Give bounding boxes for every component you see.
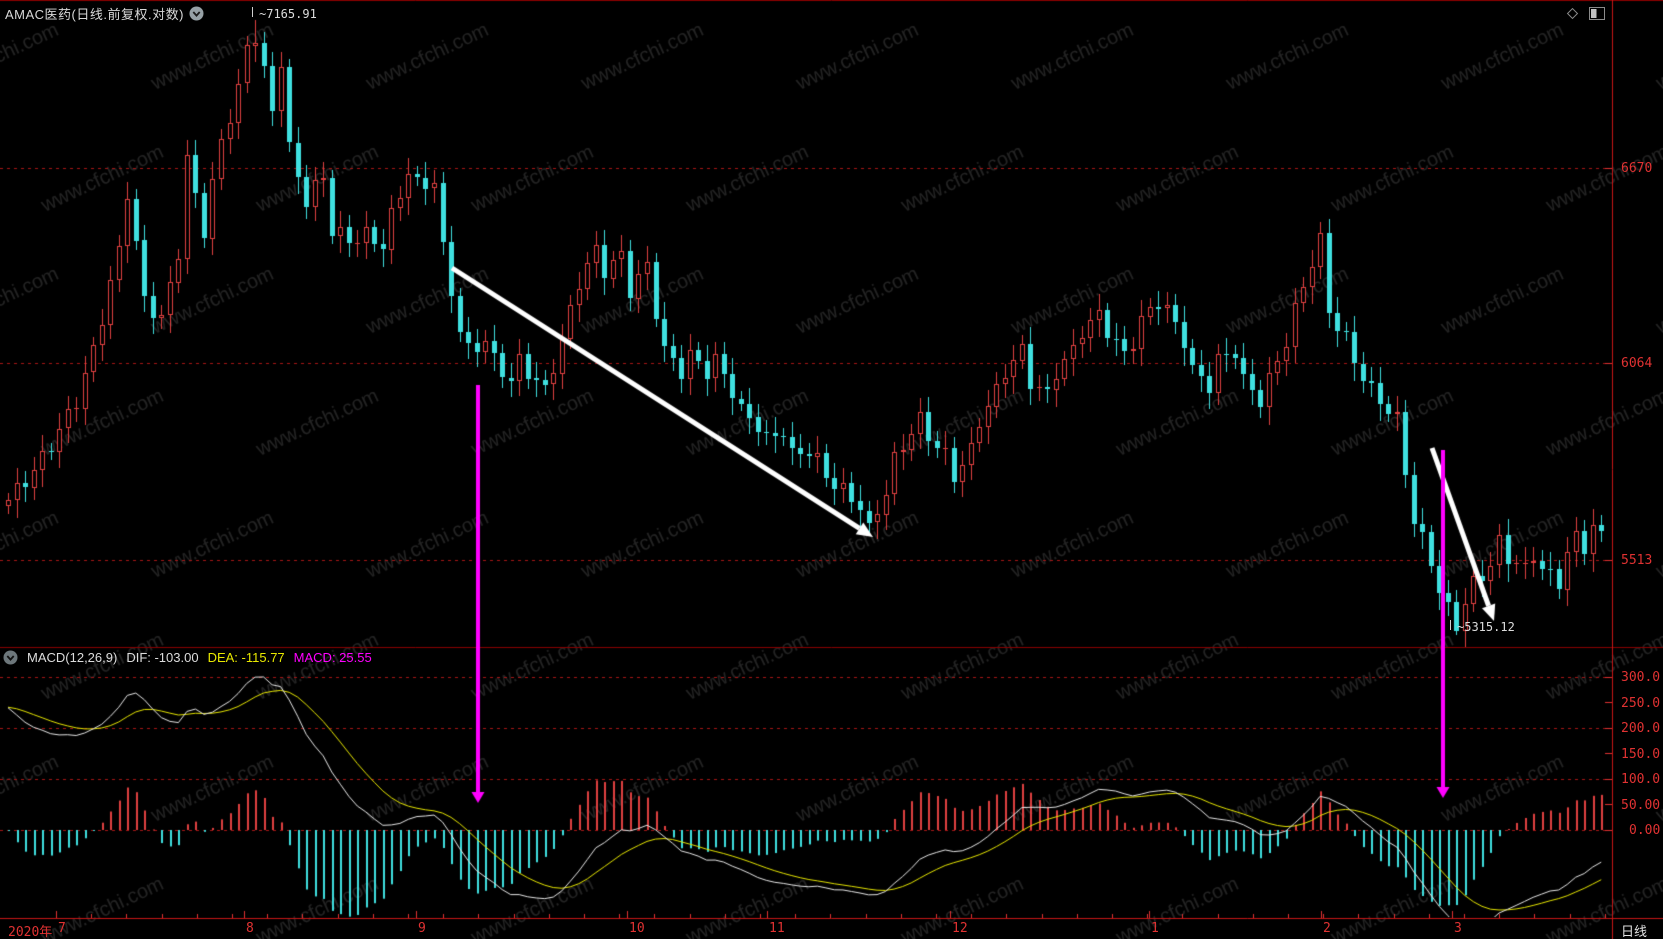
peak-price-annotation: ~7165.91 <box>252 7 317 21</box>
time-axis-label: 9 <box>418 921 426 936</box>
diamond-icon[interactable] <box>1565 6 1580 21</box>
time-axis-label: 1 <box>1151 921 1159 936</box>
time-axis-label: 10 <box>629 921 645 936</box>
time-axis-label: 2 <box>1323 921 1331 936</box>
time-axis-label: 7 <box>58 921 66 936</box>
price-axis-label: 6670 <box>1621 161 1653 176</box>
layout-icon[interactable] <box>1589 7 1605 20</box>
time-axis-label: 8 <box>246 921 254 936</box>
macd-dea-value: DEA: -115.77 <box>207 650 285 665</box>
window-controls <box>1565 6 1605 21</box>
macd-axis-label: 50.00 <box>1621 798 1661 813</box>
price-axis-label: 6064 <box>1621 356 1653 371</box>
macd-panel-header: MACD(12,26,9) DIF: -103.00 DEA: -115.77 … <box>3 650 372 665</box>
macd-dif-value: DIF: -103.00 <box>126 650 199 665</box>
macd-axis-label: 200.0 <box>1621 721 1661 736</box>
price-axis-label: 5513 <box>1621 553 1653 568</box>
time-axis-label: 3 <box>1454 921 1462 936</box>
low-price-annotation: ~5315.12 <box>1450 620 1515 634</box>
macd-axis-label: 150.0 <box>1621 747 1661 762</box>
macd-axis-label: 0.00 <box>1629 823 1661 838</box>
low-price-label: ~5315.12 <box>1457 620 1515 634</box>
macd-params-label: MACD(12,26,9) <box>27 650 118 665</box>
period-label[interactable]: 日线 <box>1621 924 1648 939</box>
annotation-marker <box>1450 620 1456 630</box>
macd-axis-label: 250.0 <box>1621 696 1661 711</box>
time-axis-label: 12 <box>952 921 968 936</box>
macd-macd-value: MACD: 25.55 <box>293 650 372 665</box>
title-bar: AMAC医药(日线.前复权.对数) <box>5 4 204 23</box>
chevron-down-icon[interactable] <box>189 6 204 21</box>
annotation-marker <box>252 7 258 17</box>
time-axis-label: 2020年 <box>8 925 53 939</box>
time-axis-label: 11 <box>769 921 785 936</box>
chevron-down-icon[interactable] <box>3 650 18 665</box>
macd-axis-label: 300.0 <box>1621 670 1661 685</box>
symbol-title: AMAC医药(日线.前复权.对数) <box>5 7 184 22</box>
macd-axis-label: 100.0 <box>1621 772 1661 787</box>
peak-price-label: ~7165.91 <box>259 7 317 21</box>
